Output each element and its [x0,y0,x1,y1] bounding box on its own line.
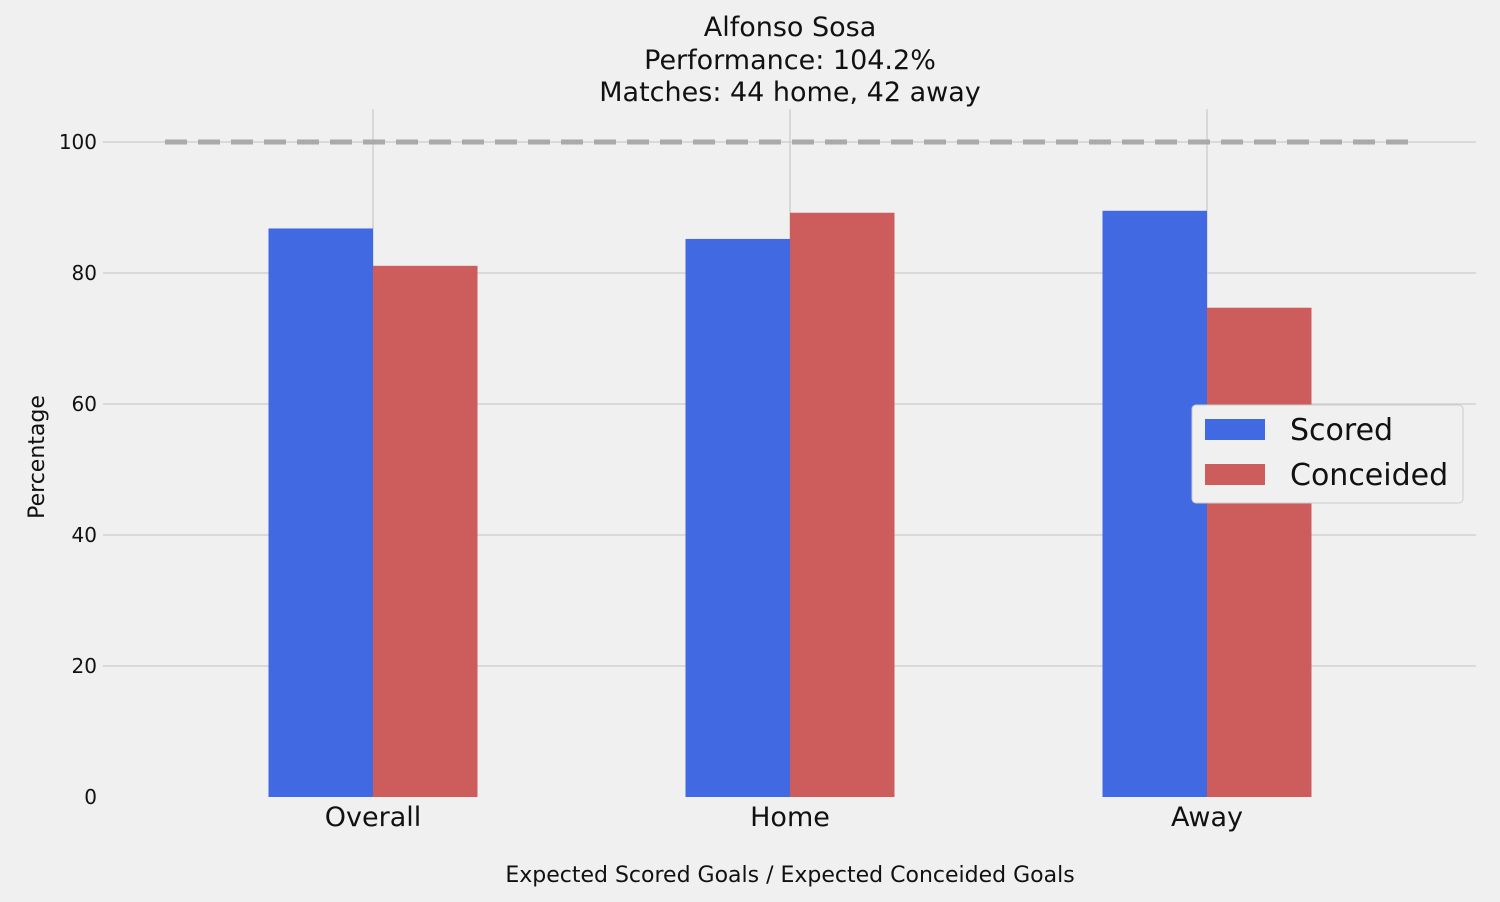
x-axis-label: Expected Scored Goals / Expected Conceid… [505,863,1074,888]
title-line: Performance: 104.2% [644,45,936,76]
title-line: Matches: 44 home, 42 away [599,77,981,108]
y-tick-label: 60 [72,392,97,416]
legend-swatch-scored [1205,419,1265,440]
y-tick-label: 0 [84,785,97,809]
legend-swatch-conceided [1205,464,1265,485]
y-tick-label: 20 [72,654,97,678]
x-tick-label: Home [750,802,830,833]
x-tick-label: Overall [325,802,422,833]
x-tick-labels: Overall Home Away [325,802,1243,833]
legend-label-scored: Scored [1290,413,1393,448]
chart-title: Alfonso Sosa Performance: 104.2% Matches… [599,12,981,108]
bar-scored-overall [268,228,373,797]
bar-conceided-overall [373,265,478,797]
y-tick-labels: 0 20 40 60 80 100 [59,130,97,809]
bars [268,210,1312,798]
bar-scored-home [685,238,790,797]
bar-conceided-home [790,212,895,798]
x-tick-label: Away [1171,802,1243,833]
bar-conceided-away [1207,307,1312,797]
legend: Scored Conceided [1191,404,1464,504]
bar-scored-away [1102,210,1207,797]
legend-label-conceided: Conceided [1290,458,1448,493]
y-axis-label: Percentage [25,395,50,519]
y-tick-label: 80 [72,261,97,285]
y-tick-label: 40 [72,523,97,547]
title-line: Alfonso Sosa [704,12,877,43]
y-tick-label: 100 [59,130,97,154]
